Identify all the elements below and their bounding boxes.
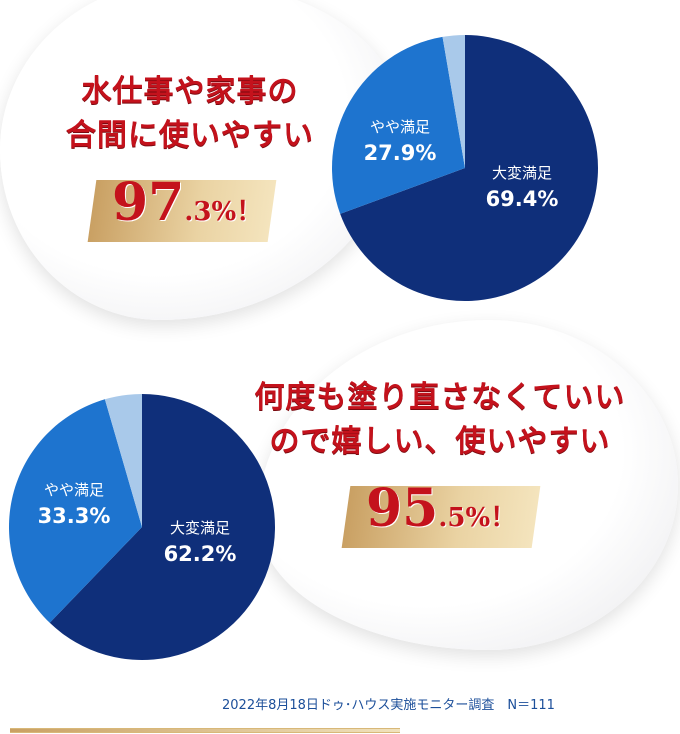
gold-divider [10, 728, 400, 733]
total-big-1: 97 [112, 172, 185, 233]
pie-2-value-1: 62.2% [164, 542, 237, 566]
pie-2-label-2: やや満足 [44, 481, 104, 499]
pie-1-value-2: 27.9% [364, 141, 437, 165]
pie-2-value-2: 33.3% [38, 504, 111, 528]
headline-2-line1: 何度も塗り直さなくていい [254, 380, 626, 415]
total-percent-1: 97.3%！ [112, 172, 262, 233]
headline-1: 水仕事や家事の 合間に使いやすい [40, 70, 340, 158]
total-small-2: .5%！ [438, 503, 517, 533]
total-big-2: 95 [366, 478, 439, 539]
pie-1-value-1: 69.4% [486, 187, 559, 211]
pie-2-label-1: 大変満足 [170, 519, 230, 537]
headline-1-line1: 水仕事や家事の [81, 74, 299, 109]
pie-1-label-2: やや満足 [370, 118, 430, 136]
pie-1-slice-2 [332, 36, 465, 214]
pie-2-slice-1 [49, 394, 276, 660]
headline-2-line2: ので嬉しい、使いやすい [269, 424, 611, 459]
headline-1-line2: 合間に使いやすい [66, 118, 314, 153]
pie-1-label-1: 大変満足 [492, 164, 552, 182]
pie-1-slice-1 [340, 35, 598, 301]
pie-1-slice-3 [442, 35, 465, 168]
survey-footnote: 2022年8月18日ドゥ･ハウス実施モニター調査 N＝111 [222, 698, 555, 713]
background-blob-2 [258, 320, 678, 650]
total-small-1: .3%！ [184, 197, 263, 227]
pie-2-slice-2 [9, 399, 143, 623]
total-percent-2: 95.5%！ [366, 478, 516, 539]
headline-2: 何度も塗り直さなくていい ので嬉しい、使いやすい [250, 376, 630, 464]
pie-2-slice-3 [104, 394, 142, 527]
